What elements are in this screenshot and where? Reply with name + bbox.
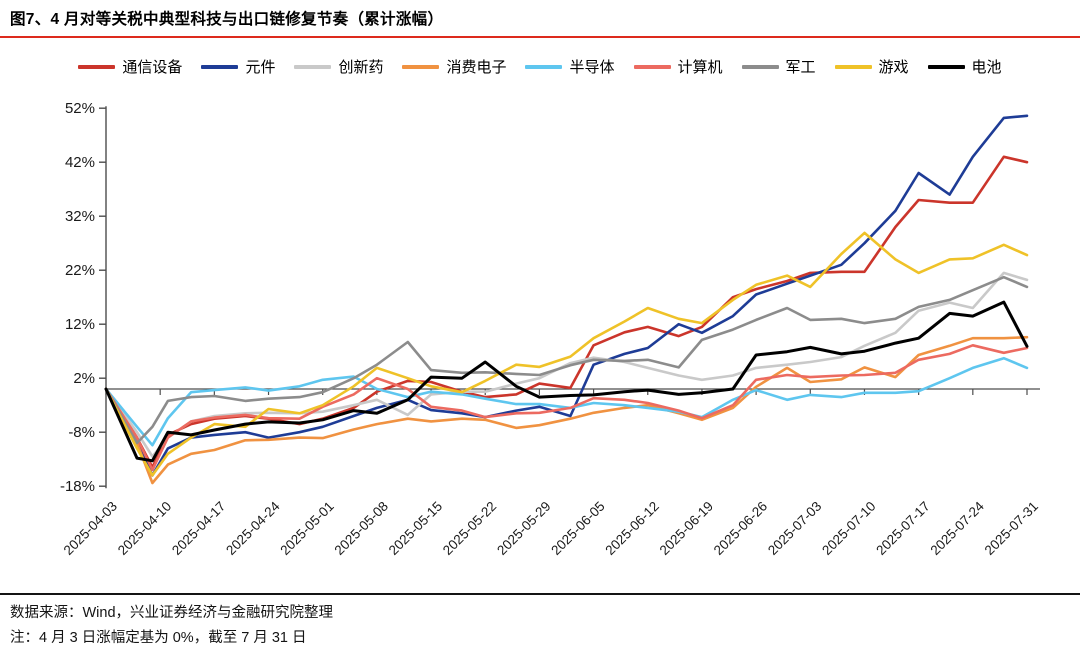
- series-line-4: [104, 356, 1029, 447]
- series-line-5: [104, 343, 1029, 472]
- legend-item-5: 计算机: [633, 56, 723, 77]
- legend-label: 元件: [245, 59, 276, 76]
- x-tick-label: 2025-07-03: [765, 499, 824, 558]
- legend-swatch-icon: [927, 64, 965, 69]
- chart-legend: 通信设备 元件 创新药 消费电子 半导体 计算机 军工 游戏 电池: [0, 56, 1080, 77]
- legend-label: 电池: [971, 59, 1002, 76]
- x-tick-label: 2025-07-17: [873, 499, 932, 558]
- series-line-1: [104, 114, 1029, 477]
- figure-title: 图7、4 月对等关税中典型科技与出口链修复节奏（累计涨幅）: [10, 11, 444, 28]
- series-line-7: [104, 231, 1029, 477]
- legend-label: 军工: [785, 59, 816, 76]
- x-tick-label: 2025-04-10: [115, 499, 174, 558]
- y-tick-label: 52%: [65, 100, 95, 117]
- legend-item-0: 通信设备: [78, 56, 182, 77]
- legend-swatch-icon: [78, 64, 116, 69]
- x-tick-label: 2025-05-08: [332, 499, 391, 558]
- legend-item-7: 游戏: [834, 56, 909, 77]
- legend-swatch-icon: [633, 64, 671, 69]
- footer-divider: [0, 593, 1080, 595]
- x-tick-label: 2025-07-31: [982, 499, 1041, 558]
- series-line-3: [104, 335, 1029, 485]
- x-tick-label: 2025-06-19: [657, 499, 716, 558]
- x-tick-label: 2025-07-24: [928, 498, 988, 558]
- x-tick-label: 2025-05-29: [494, 499, 553, 558]
- legend-label: 半导体: [569, 59, 615, 76]
- legend-item-3: 消费电子: [402, 56, 506, 77]
- x-tick-label: 2025-04-17: [169, 499, 228, 558]
- legend-swatch-icon: [294, 64, 332, 69]
- legend-swatch-icon: [834, 64, 872, 69]
- legend-item-6: 军工: [741, 56, 816, 77]
- y-tick-label: 22%: [65, 262, 95, 279]
- legend-item-4: 半导体: [525, 56, 615, 77]
- legend-label: 游戏: [878, 59, 909, 76]
- y-tick-label: 32%: [65, 208, 95, 225]
- y-tick-label: 42%: [65, 154, 95, 171]
- x-tick-label: 2025-06-05: [548, 499, 607, 558]
- legend-item-2: 创新药: [294, 56, 383, 77]
- series-line-2: [104, 271, 1029, 458]
- series-line-6: [104, 275, 1029, 445]
- y-tick-label: -18%: [60, 478, 95, 495]
- legend-swatch-icon: [402, 64, 440, 69]
- series-line-8: [104, 300, 1029, 463]
- legend-item-1: 元件: [201, 56, 275, 77]
- title-divider: [0, 36, 1080, 38]
- x-tick-label: 2025-06-12: [602, 499, 661, 558]
- x-tick-label: 2025-07-10: [819, 499, 878, 558]
- legend-label: 通信设备: [122, 59, 183, 76]
- y-tick-label: -8%: [68, 424, 95, 441]
- legend-item-8: 电池: [927, 56, 1002, 77]
- footnote-text: 注：4 月 3 日涨幅定基为 0%，截至 7 月 31 日: [10, 630, 307, 646]
- legend-label: 计算机: [677, 59, 723, 76]
- y-tick-label: 12%: [65, 316, 95, 333]
- legend-swatch-icon: [201, 64, 239, 69]
- x-tick-label: 2025-05-15: [386, 499, 445, 558]
- y-tick-label: 2%: [73, 370, 95, 387]
- x-tick-label: 2025-04-03: [61, 499, 120, 558]
- x-tick-label: 2025-06-26: [711, 499, 770, 558]
- legend-label: 创新药: [338, 59, 384, 76]
- legend-swatch-icon: [741, 64, 779, 69]
- data-source-text: 数据来源：Wind，兴业证券经济与金融研究院整理: [10, 605, 334, 621]
- legend-label: 消费电子: [446, 59, 507, 76]
- x-tick-label: 2025-05-01: [277, 499, 336, 558]
- x-tick-label: 2025-04-24: [223, 498, 283, 558]
- legend-swatch-icon: [525, 64, 563, 69]
- x-tick-label: 2025-05-22: [440, 499, 499, 558]
